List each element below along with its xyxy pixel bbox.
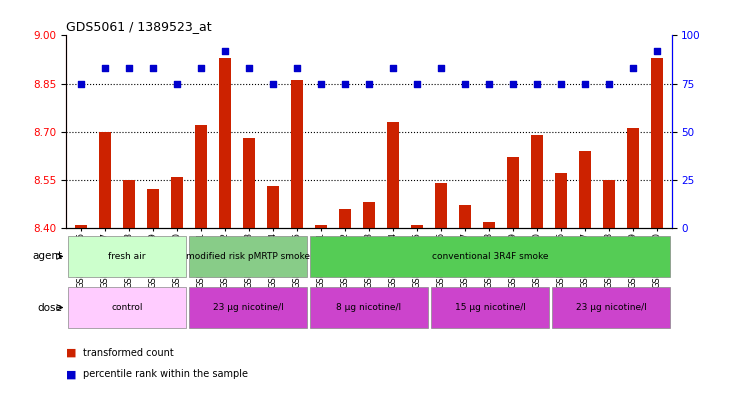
Point <box>219 48 231 54</box>
Text: GDS5061 / 1389523_at: GDS5061 / 1389523_at <box>66 20 212 33</box>
Text: transformed count: transformed count <box>83 348 173 358</box>
Text: ■: ■ <box>66 348 80 358</box>
Bar <box>555 173 567 228</box>
Bar <box>387 122 399 228</box>
Text: fresh air: fresh air <box>108 252 145 261</box>
Bar <box>171 176 183 228</box>
Point <box>411 80 423 86</box>
Text: 15 μg nicotine/l: 15 μg nicotine/l <box>455 303 525 312</box>
Bar <box>339 209 351 228</box>
Point <box>171 80 183 86</box>
Point <box>363 80 375 86</box>
Point <box>435 65 447 71</box>
Bar <box>310 236 670 277</box>
Bar <box>627 129 639 228</box>
Point <box>267 80 279 86</box>
Bar <box>68 287 186 328</box>
Point <box>531 80 543 86</box>
Point <box>315 80 327 86</box>
Bar <box>219 58 231 228</box>
Point <box>555 80 567 86</box>
Text: 23 μg nicotine/l: 23 μg nicotine/l <box>576 303 646 312</box>
Point <box>627 65 639 71</box>
Bar <box>507 157 519 228</box>
Point <box>291 65 303 71</box>
Bar <box>267 186 279 228</box>
Bar <box>363 202 375 228</box>
Point <box>195 65 207 71</box>
Bar <box>483 222 495 228</box>
Point <box>387 65 399 71</box>
Bar <box>531 135 543 228</box>
Point <box>339 80 351 86</box>
Bar <box>123 180 135 228</box>
Point <box>147 65 159 71</box>
Bar <box>189 287 307 328</box>
Bar <box>431 287 549 328</box>
Bar <box>189 236 307 277</box>
Bar <box>147 189 159 228</box>
Point <box>483 80 495 86</box>
Bar <box>75 225 87 228</box>
Text: percentile rank within the sample: percentile rank within the sample <box>83 369 248 379</box>
Bar <box>243 138 255 228</box>
Point <box>459 80 471 86</box>
Point <box>579 80 591 86</box>
Point <box>243 65 255 71</box>
Text: control: control <box>111 303 142 312</box>
Text: dose: dose <box>38 303 63 312</box>
Bar <box>603 180 615 228</box>
Bar <box>99 132 111 228</box>
Bar <box>435 183 447 228</box>
Point <box>507 80 519 86</box>
Point <box>75 80 87 86</box>
Bar <box>315 225 327 228</box>
Bar <box>459 206 471 228</box>
Text: ■: ■ <box>66 369 80 379</box>
Bar <box>291 80 303 228</box>
Point <box>123 65 135 71</box>
Text: 8 μg nicotine/l: 8 μg nicotine/l <box>337 303 401 312</box>
Bar <box>195 125 207 228</box>
Text: conventional 3R4F smoke: conventional 3R4F smoke <box>432 252 548 261</box>
Point <box>99 65 111 71</box>
Bar <box>579 151 591 228</box>
Bar <box>651 58 663 228</box>
Text: modified risk pMRTP smoke: modified risk pMRTP smoke <box>186 252 310 261</box>
Text: 23 μg nicotine/l: 23 μg nicotine/l <box>213 303 283 312</box>
Point <box>651 48 663 54</box>
Text: agent: agent <box>32 252 63 261</box>
Bar <box>310 287 428 328</box>
Bar <box>411 225 423 228</box>
Bar <box>552 287 670 328</box>
Point <box>603 80 615 86</box>
Bar <box>68 236 186 277</box>
